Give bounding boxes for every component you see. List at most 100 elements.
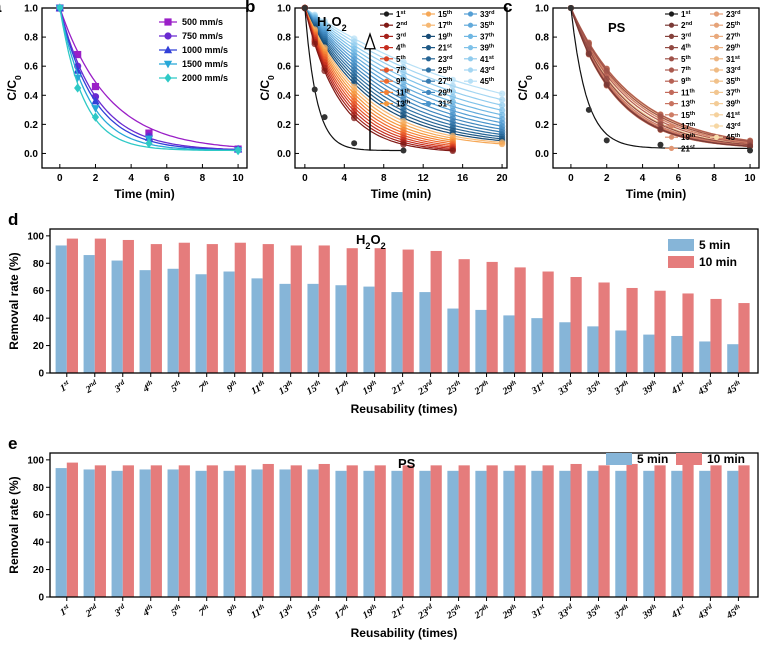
panel-c-legend-marker — [713, 134, 720, 140]
panel-b-legend-label: 41st — [480, 55, 494, 64]
panel-e-bar-5min — [671, 470, 683, 597]
panel-b-legend-label: 19th — [438, 32, 453, 41]
panel-e-bar-10min — [178, 465, 190, 597]
panel-b-legend-label: 17th — [438, 21, 453, 30]
panel-c-legend-marker — [668, 11, 675, 17]
panel-e-bar-10min — [514, 465, 526, 597]
panel-a-xtick-label: 4 — [128, 173, 134, 184]
panel-e-ytick-label: 40 — [33, 538, 45, 549]
panel-e-bar-5min — [559, 470, 571, 597]
panel-c-legend-marker — [668, 134, 675, 140]
panel-b-legend-label: 3rd — [396, 32, 407, 41]
panel-d-bar-10min — [542, 271, 554, 373]
panel-b-data-point — [498, 107, 506, 114]
panel-a-letter: a — [0, 0, 2, 16]
panel-e-legend-label: 10 min — [707, 452, 745, 466]
panel-b-data-point — [400, 64, 407, 71]
panel-b-legend-marker — [425, 67, 432, 73]
panel-d-bar-5min — [419, 292, 431, 373]
panel-b-series-line — [304, 7, 453, 152]
panel-e-xtick-label: 7th — [196, 602, 212, 619]
panel-d-xlabel: Reusability (times) — [351, 402, 458, 416]
panel-e-bar-10min — [654, 465, 666, 597]
panel-d-xtick-label: 27th — [471, 378, 492, 398]
panel-d-xtick-label: 23rd — [415, 378, 437, 398]
panel-d-xtick-label: 17th — [332, 378, 352, 397]
panel-c-legend-marker — [668, 78, 675, 84]
panel-a-ytick-label: 0.8 — [24, 33, 38, 44]
panel-b-legend-marker — [425, 33, 432, 40]
panel-d-xtick-label: 37th — [611, 378, 632, 398]
panel-e-bar-5min — [363, 470, 375, 597]
panel-d-bar-10min — [290, 245, 302, 373]
panel-e-xtick-label: 37th — [611, 602, 632, 622]
panel-e-xtick-label: 43rd — [695, 602, 717, 622]
panel-b-legend-marker — [383, 33, 390, 40]
panel-d-bar-5min — [475, 309, 487, 373]
panel-d-bar-5min — [139, 270, 151, 373]
panel-b-legend-marker — [425, 45, 432, 51]
panel-c-frame — [552, 7, 760, 169]
panel-d-bar-10min — [234, 242, 246, 373]
panel-e-bar-10min — [738, 465, 750, 597]
panel-b-legend-label: 43rd — [480, 66, 495, 75]
panel-b-legend-label: 9th — [396, 77, 406, 86]
panel-e-xtick-label: 39th — [639, 602, 660, 622]
panel-d-bar-10min — [626, 287, 638, 373]
panel-a-data-point — [91, 112, 100, 122]
panel-c-legend-label: 27th — [726, 32, 741, 41]
panel-c-legend-marker — [713, 112, 720, 118]
panel-e-xtick-label: 4th — [139, 602, 156, 619]
panel-a: 0 2 4 6 8 10 0.0 0.2 0.4 0.6 0.8 1.0 Time (min) C/C0 a… — [0, 0, 248, 201]
panel-c-legend-label: 25th — [726, 21, 741, 30]
panel-e-bar-10min — [430, 465, 442, 597]
panel-a-legend-label: 1500 mm/s — [182, 59, 228, 69]
panel-b-data-point — [400, 141, 407, 148]
panel-a-data-point — [145, 138, 153, 148]
panel-d-legend-swatch — [668, 256, 694, 268]
panel-b-legend-marker — [467, 56, 474, 62]
panel-a-data-point — [91, 105, 100, 113]
panel-c-legend-label: 9th — [681, 77, 691, 86]
panel-c-legend-marker — [713, 11, 720, 17]
panel-c-legend-label: 39th — [726, 100, 741, 109]
panel-b-legend-label: 31st — [438, 100, 452, 109]
panel-d-xtick-label: 31st — [528, 378, 549, 398]
panel-e-legend-swatch — [676, 453, 702, 465]
panel-d-xtick-label: 39th — [639, 378, 660, 398]
panel-e-xtick-label: 27th — [471, 602, 492, 622]
panel-e-xtick-label: 25th — [443, 602, 464, 622]
panel-b-data-point — [498, 96, 506, 103]
panel-e-bar-10min — [374, 465, 386, 597]
panel-b-arrow-head — [364, 32, 376, 50]
panel-b-legend-label: 45th — [480, 77, 495, 86]
panel-b-legend-label: 13th — [396, 100, 411, 109]
panel-c-legend-marker — [668, 101, 675, 107]
panel-b-legend-label: 7th — [396, 66, 406, 75]
panel-b-first-run-point — [351, 140, 358, 147]
panel-b-legend-label: 15th — [438, 10, 453, 19]
panel-d-xtick-label: 15th — [304, 378, 324, 397]
panel-e-bar-5min — [279, 469, 291, 597]
panel-c-first-run-point — [603, 137, 610, 144]
panel-a-ylabel: C/C0 — [5, 75, 23, 101]
panel-c-legend-marker — [668, 112, 675, 118]
panel-d-ytick-label: 100 — [27, 231, 44, 242]
panel-c-legend-label: 21st — [681, 144, 695, 153]
panel-d-bar-5min — [447, 308, 459, 373]
panel-b-ytick-label: 1.0 — [277, 4, 291, 15]
panel-c-ytick-label: 0.0 — [535, 149, 549, 160]
panel-d-bar-5min — [391, 292, 403, 373]
panel-e-xtick-label: 15th — [304, 602, 324, 621]
panel-a-legend-marker — [164, 73, 172, 83]
panel-b-legend-marker — [425, 22, 432, 28]
panel-a-series-line — [59, 7, 239, 148]
panel-b-legend-marker — [383, 45, 390, 51]
panel-d-letter: d — [8, 210, 18, 229]
panel-c-legend-marker — [668, 45, 675, 51]
panel-b-series-line — [304, 7, 453, 147]
panel-d-bar-5min — [531, 318, 543, 373]
panel-b-legend-marker — [425, 11, 432, 17]
panel-a-ytick-label: 0.4 — [24, 91, 38, 102]
